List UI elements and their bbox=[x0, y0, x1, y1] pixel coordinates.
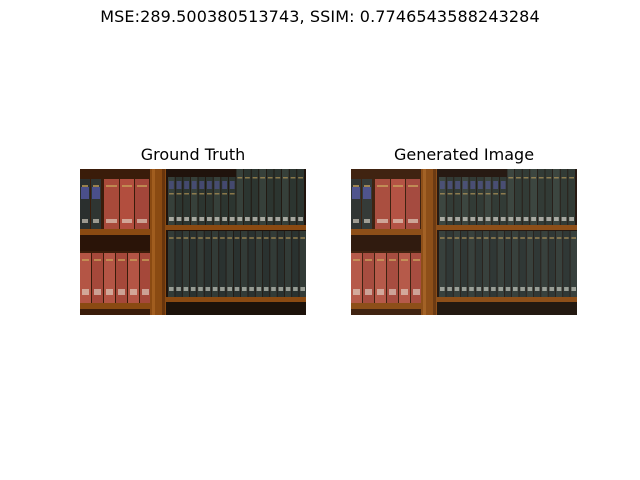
ground-truth-image bbox=[80, 169, 306, 315]
ground-truth-panel: Ground Truth bbox=[80, 145, 306, 315]
generated-image bbox=[351, 169, 577, 315]
ground-truth-title: Ground Truth bbox=[140, 145, 246, 164]
generated-image-panel: Generated Image bbox=[351, 145, 577, 315]
generated-image-title: Generated Image bbox=[393, 145, 535, 164]
figure-title: MSE:289.500380513743, SSIM: 0.7746543588… bbox=[100, 7, 540, 26]
